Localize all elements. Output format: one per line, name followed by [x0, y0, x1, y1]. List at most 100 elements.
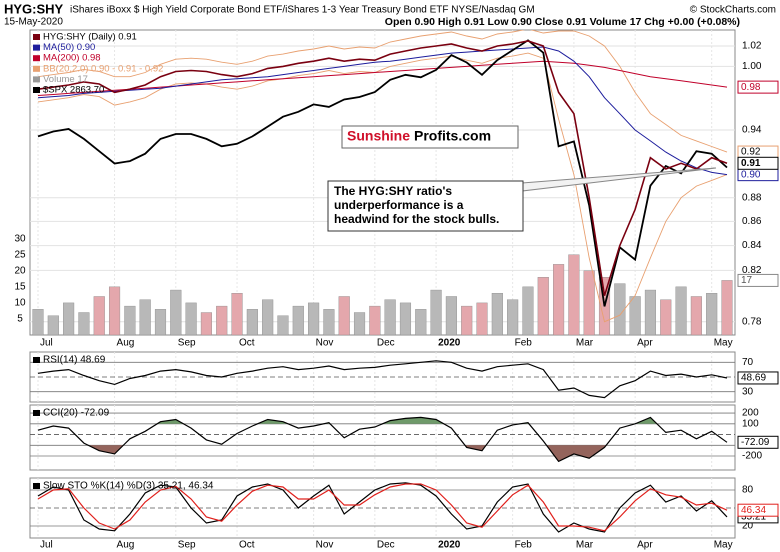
value-box-label: 0.91 — [741, 158, 761, 169]
x-tick-label: Jul — [40, 338, 53, 349]
legend-swatch — [33, 76, 40, 83]
note-line: The HYG:SHY ratio's — [334, 184, 452, 198]
oscillator-plot — [30, 482, 735, 533]
legend-swatch — [33, 44, 40, 51]
volume-bar — [507, 299, 519, 335]
description: iShares iBoxx $ High Yield Corporate Bon… — [70, 5, 535, 16]
x-tick-label: Aug — [117, 540, 135, 551]
legend-label: MA(50) 0.90 — [43, 42, 95, 53]
volume-bar — [614, 283, 626, 335]
panel-title: CCI(20) -72.09 — [43, 408, 110, 419]
value-box — [737, 503, 779, 517]
bb-upper — [37, 30, 728, 153]
note-line: underperformance is a — [334, 198, 464, 212]
volume-bar — [154, 309, 167, 335]
overbought-area — [157, 417, 657, 424]
volume-bar — [323, 309, 335, 335]
oscillator-line — [37, 360, 728, 399]
volume-bar — [353, 312, 366, 335]
legend-swatch — [33, 55, 40, 62]
x-tick-label: Dec — [377, 338, 395, 349]
volume-bar — [277, 315, 289, 335]
value-box — [737, 80, 779, 94]
x-tick-label: Jul — [40, 540, 53, 551]
volume-bar — [108, 286, 121, 335]
volume-bar — [185, 302, 197, 335]
volume-bar — [629, 296, 641, 335]
y-tick-label: 1.00 — [742, 61, 762, 72]
panel-title: Slow STO %K(14) %D(3) 35.21, 46.34 — [43, 481, 214, 492]
main-plot — [30, 30, 735, 335]
volume-bar — [139, 299, 151, 335]
y-tick-label: 0.94 — [742, 125, 762, 136]
value-box-label: 0.92 — [741, 147, 761, 158]
x-tick-label: 2020 — [438, 540, 461, 551]
y-tick-label: 0.86 — [742, 216, 762, 227]
volume-tick-label: 15 — [14, 281, 26, 292]
value-box-label: 46.34 — [741, 505, 766, 516]
x-tick-label: Mar — [576, 338, 594, 349]
oscillator-line — [37, 482, 728, 533]
legend-swatch — [33, 87, 40, 93]
value-box — [737, 273, 779, 287]
legend-swatch — [33, 357, 40, 363]
legend-swatch — [33, 65, 40, 72]
volume-bar — [583, 270, 595, 335]
volume-bar — [78, 312, 90, 335]
series-line — [37, 39, 728, 307]
volume-bar — [384, 299, 396, 335]
y-tick-label: 200 — [742, 408, 759, 419]
value-box-label: 17 — [741, 275, 753, 286]
volume-bar — [124, 305, 136, 335]
legend-label: BB(20,2.0) 0.90 - 0.91 - 0.92 — [43, 63, 163, 74]
oscillator-line — [37, 483, 728, 532]
x-tick-label: 2020 — [438, 338, 461, 349]
volume-tick-label: 5 — [17, 314, 23, 325]
x-tick-label: Dec — [377, 540, 395, 551]
credit: © StockCharts.com — [690, 5, 776, 16]
oscillator-plot — [30, 412, 735, 463]
volume-bar — [644, 289, 657, 335]
volume-bar — [690, 296, 702, 335]
volume-bar — [553, 264, 565, 335]
volume-bar — [445, 296, 457, 335]
volume-bar — [246, 309, 258, 335]
note-box — [327, 180, 524, 232]
y-tick-label: 100 — [742, 418, 759, 429]
y-tick-label: 0.88 — [742, 192, 762, 203]
oscillator-plot — [30, 360, 735, 399]
x-tick-label: Nov — [316, 338, 334, 349]
annotation: Sunshine Profits.com The HYG:SHY ratio's… — [327, 125, 717, 232]
x-tick-label: Aug — [117, 338, 135, 349]
panel-title: RSI(14) 48.69 — [43, 355, 106, 366]
series-line — [37, 40, 728, 296]
y-tick-label: 0.82 — [742, 265, 762, 276]
note-line: headwind for the stock bulls. — [334, 212, 499, 226]
volume-bar — [537, 277, 549, 335]
volume-bar — [461, 305, 473, 335]
volume-bar — [32, 309, 44, 335]
volume-bar — [399, 302, 412, 335]
volume-bar — [430, 289, 442, 335]
value-box-label: 0.98 — [741, 82, 761, 93]
x-tick-label: Mar — [576, 540, 594, 551]
volume-bar — [93, 296, 105, 335]
x-tick-label: May — [714, 338, 733, 349]
volume-bar — [568, 254, 580, 335]
y-tick-label: 1.02 — [742, 41, 762, 52]
value-box-label: 0.90 — [741, 169, 761, 180]
bb-lower — [37, 52, 728, 323]
volume-bar — [308, 302, 320, 335]
value-box-label: -72.09 — [741, 437, 770, 448]
volume-bar — [170, 289, 182, 335]
volume-bar — [63, 302, 75, 335]
y-tick-label: 0.78 — [742, 316, 762, 327]
volume-bar — [262, 299, 274, 335]
x-tick-label: Sep — [178, 540, 196, 551]
y-tick-label: 80 — [742, 485, 754, 496]
volume-bar — [216, 305, 228, 335]
logo-red: Sunshine — [347, 128, 410, 144]
volume-tick-label: 25 — [14, 249, 26, 260]
